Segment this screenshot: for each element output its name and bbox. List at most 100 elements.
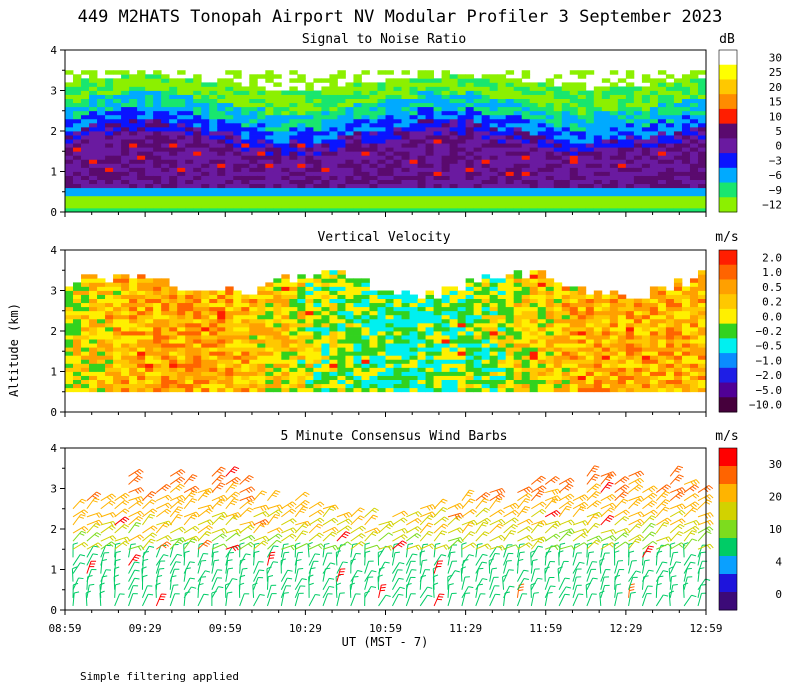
snr-cell	[641, 102, 651, 108]
vv-cell	[129, 282, 138, 287]
snr-cell	[353, 207, 362, 213]
vv-cell	[121, 302, 130, 308]
vv-cell	[681, 359, 691, 364]
vv-cell	[129, 318, 138, 324]
vv-cell	[81, 331, 90, 336]
snr-cell	[465, 78, 475, 83]
vv-cell	[473, 379, 483, 385]
snr-cell	[289, 135, 298, 140]
snr-cell	[425, 94, 434, 99]
snr-cell	[353, 195, 362, 201]
snr-cell	[617, 155, 627, 160]
snr-cell	[177, 110, 186, 116]
snr-cell	[441, 151, 450, 156]
vv-cell	[289, 306, 298, 312]
snr-cell	[385, 135, 394, 140]
snr-cell	[65, 159, 74, 164]
snr-cell	[553, 163, 563, 168]
snr-cell	[489, 163, 499, 168]
vv-cell	[217, 355, 226, 360]
snr-cell	[585, 187, 595, 193]
snr-cell	[649, 207, 659, 213]
snr-cell	[393, 82, 402, 87]
vv-cell	[329, 302, 338, 308]
snr-cell	[313, 195, 322, 201]
snr-cell	[337, 102, 346, 108]
snr-cell	[625, 155, 635, 160]
colorbar-frame	[718, 249, 738, 413]
snr-cell	[201, 98, 210, 104]
snr-cell	[465, 199, 475, 205]
snr-cell	[361, 131, 370, 136]
vv-cell	[337, 331, 346, 336]
snr-cell	[409, 102, 418, 108]
snr-cell	[417, 102, 426, 108]
vv-cell	[433, 367, 442, 372]
snr-cell	[681, 114, 691, 120]
snr-cell	[449, 122, 459, 128]
vv-cell	[417, 371, 426, 376]
snr-cell	[569, 82, 579, 87]
snr-cell	[593, 207, 603, 213]
vv-cell	[625, 355, 635, 360]
vv-cell	[257, 302, 266, 308]
vv-cell	[329, 322, 338, 328]
vv-cell	[137, 339, 146, 344]
snr-cell	[433, 187, 442, 193]
colorbar-label: −0.5	[756, 340, 783, 353]
snr-cell	[665, 114, 675, 120]
snr-cell	[377, 106, 386, 112]
snr-cell	[297, 106, 306, 112]
snr-cell	[145, 135, 154, 140]
snr-cell	[257, 159, 266, 164]
snr-cell	[193, 143, 202, 148]
vv-cell	[241, 359, 250, 364]
snr-cell	[369, 147, 378, 152]
snr-cell	[249, 191, 258, 197]
vv-cell	[577, 294, 587, 299]
vv-cell	[369, 302, 378, 308]
vv-cell	[89, 359, 98, 364]
snr-cell	[601, 183, 611, 189]
vv-cell	[641, 387, 651, 393]
snr-cell	[505, 159, 515, 164]
vv-cell	[273, 294, 282, 299]
snr-cell	[545, 143, 555, 148]
snr-cell	[529, 110, 539, 116]
snr-cell	[393, 147, 402, 152]
vv-cell	[281, 298, 290, 304]
snr-cell	[97, 98, 106, 104]
snr-cell	[625, 70, 635, 75]
snr-cell	[265, 163, 274, 168]
vv-cell	[513, 375, 523, 380]
snr-cell	[489, 102, 499, 108]
snr-cell	[465, 74, 475, 79]
vv-cell	[529, 286, 539, 291]
vv-cell	[129, 383, 138, 389]
snr-cell	[665, 106, 675, 112]
vv-cell	[377, 343, 386, 348]
snr-cell	[249, 98, 258, 104]
colorbar-swatch	[719, 323, 737, 339]
snr-cell	[353, 110, 362, 116]
vv-cell	[265, 351, 274, 356]
vv-cell	[329, 335, 338, 340]
snr-cell	[657, 78, 667, 83]
vv-cell	[297, 387, 306, 393]
vv-cell	[249, 318, 258, 324]
vv-cell	[569, 339, 579, 344]
snr-cell	[513, 118, 523, 124]
y-tick-label: 4	[50, 244, 57, 257]
vv-cell	[513, 298, 523, 304]
snr-cell	[185, 147, 194, 152]
vv-cell	[153, 371, 162, 376]
snr-cell	[505, 139, 515, 144]
snr-cell	[577, 110, 587, 116]
snr-cell	[209, 114, 218, 120]
snr-cell	[593, 106, 603, 112]
vv-cell	[609, 379, 619, 385]
vv-cell	[489, 298, 499, 304]
vv-cell	[233, 290, 242, 295]
vv-cell	[65, 306, 74, 312]
snr-cell	[353, 90, 362, 95]
